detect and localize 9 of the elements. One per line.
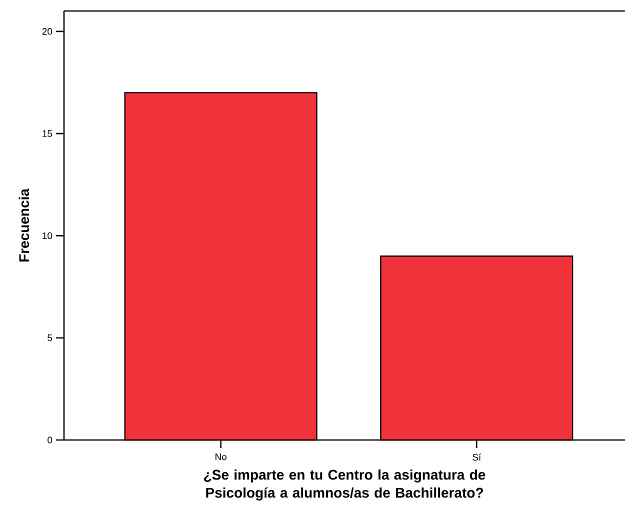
x-tick-label: No [216,454,226,460]
y-axis-title: Frecuencia [18,188,30,262]
y-tick-label: 0 [48,436,52,444]
y-tick-label: 5 [48,334,52,342]
x-axis-title: ¿Se imparte en tu Centro la asignatura de Psicología a alumnos/as de Bachillerato? [204,469,486,501]
y-tick-label: 20 [42,28,52,35]
y-tick-label: 15 [42,130,52,137]
y-tick-label: 10 [42,232,52,240]
x-tick-label: Sí [472,454,482,461]
